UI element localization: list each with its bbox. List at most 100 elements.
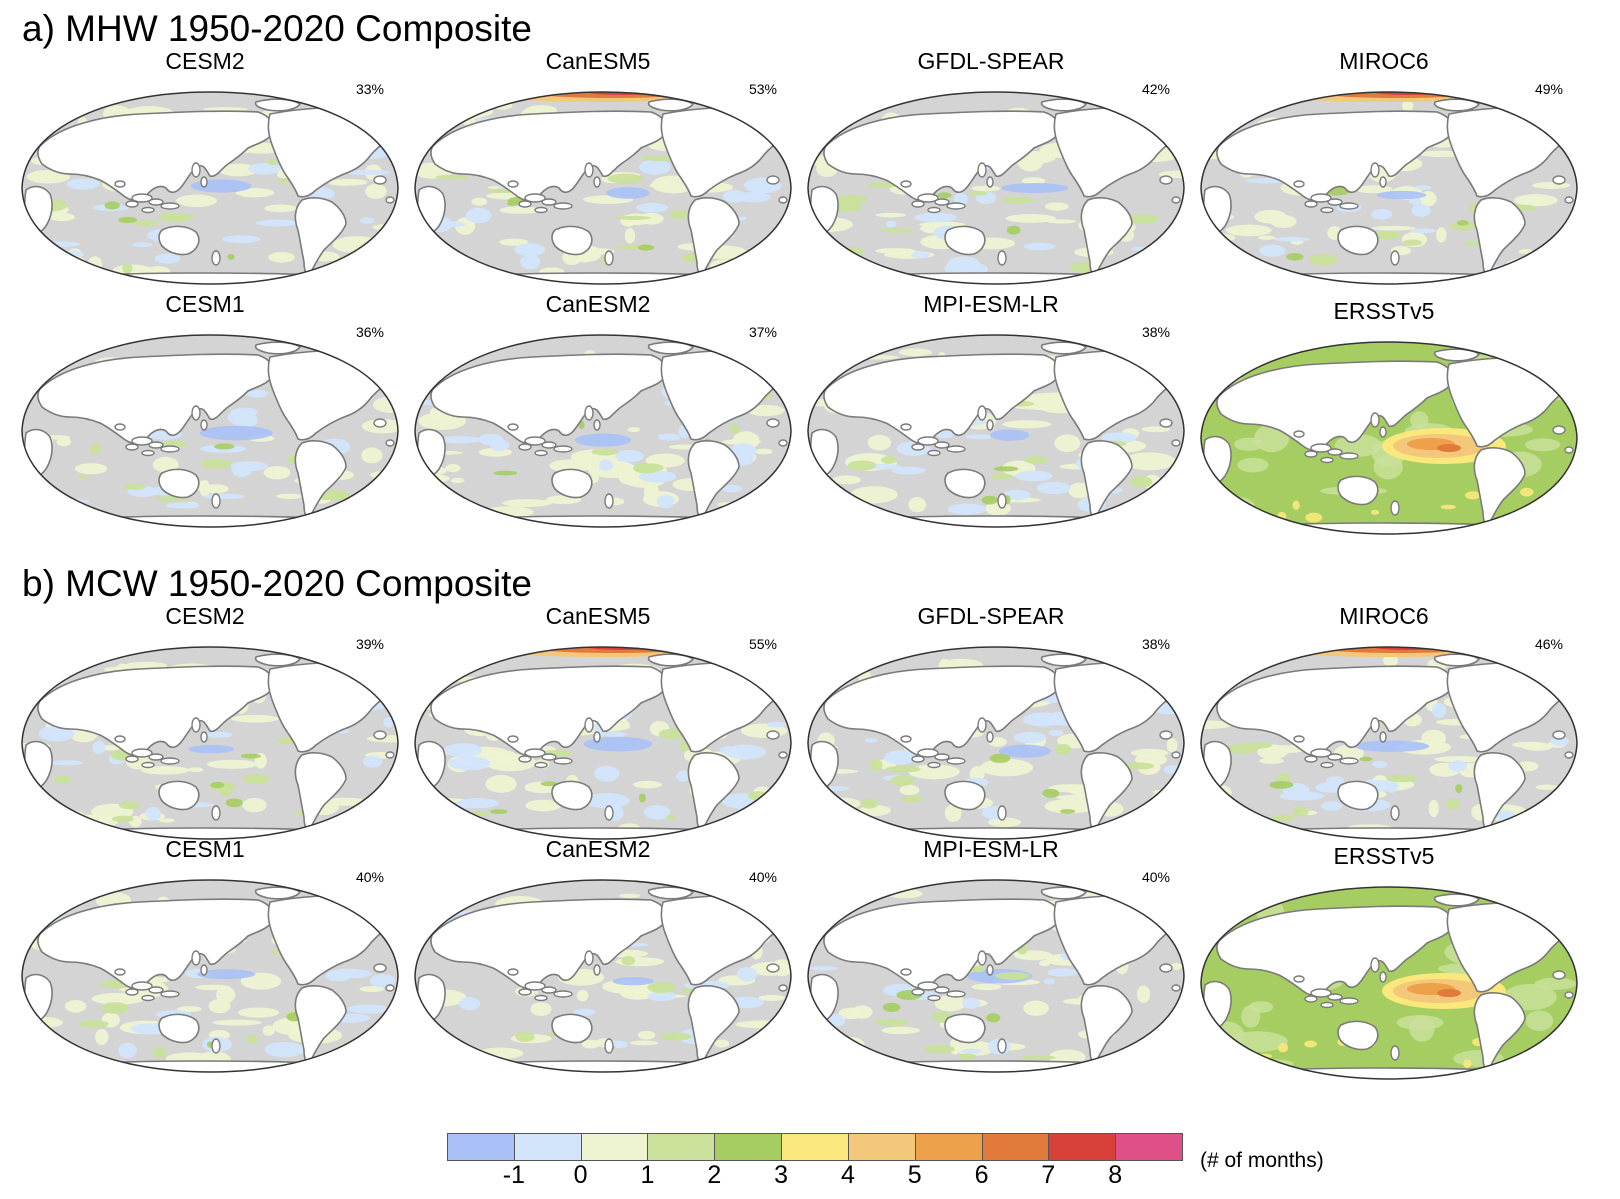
anomaly-patch <box>415 1045 431 1061</box>
colorbar-unit-label: (# of months) <box>1200 1149 1324 1172</box>
anomaly-patch <box>450 477 465 484</box>
anomaly-patch <box>643 483 660 501</box>
anomaly-patch <box>1292 500 1300 510</box>
panel-title: MIROC6 <box>1339 603 1429 629</box>
island <box>934 441 950 449</box>
map-field <box>1201 647 1577 839</box>
anomaly-patch <box>231 462 253 478</box>
map-field <box>22 92 398 284</box>
anomaly-patch <box>1421 729 1447 747</box>
anomaly-patch <box>515 1031 535 1043</box>
panel-percent: 40% <box>1141 869 1170 885</box>
island <box>1310 988 1332 998</box>
anomaly-patch <box>988 817 1021 827</box>
anomaly-patch <box>947 503 987 515</box>
island <box>934 198 950 206</box>
anomaly-patch <box>636 202 668 213</box>
anomaly-patch <box>1522 742 1553 751</box>
anomaly-patch <box>1013 731 1047 744</box>
anomaly-patch <box>1223 106 1257 120</box>
island <box>927 449 941 457</box>
island <box>1171 751 1181 759</box>
island <box>1379 731 1387 743</box>
map-outline <box>21 879 399 1073</box>
anomaly-patch <box>240 753 261 759</box>
anomaly-patch <box>647 981 676 993</box>
anomaly-patch <box>755 448 773 455</box>
anomaly-patch <box>1045 202 1069 211</box>
colorbar-tick-label: 2 <box>707 1161 722 1189</box>
anomaly-patch <box>765 815 791 827</box>
anomaly-patch <box>457 798 499 809</box>
map-outline <box>1200 646 1578 840</box>
anomaly-patch <box>464 818 475 836</box>
island <box>211 1038 221 1054</box>
anomaly-patch <box>1440 504 1456 510</box>
anomaly-patch <box>489 438 510 452</box>
anomaly-patch <box>1168 902 1184 917</box>
anomaly-patch <box>1044 798 1097 814</box>
land-mass <box>1433 348 1480 362</box>
anomaly-patch <box>134 220 159 227</box>
map-field <box>1201 92 1577 284</box>
island <box>1159 418 1173 428</box>
anomaly-patch <box>880 456 898 464</box>
anomaly-patch <box>1150 1029 1184 1037</box>
map-outline <box>1200 91 1578 285</box>
anomaly-patch <box>89 443 102 455</box>
anomaly-patch <box>901 795 922 803</box>
land-mass <box>551 468 593 499</box>
anomaly-patch <box>499 238 529 246</box>
anomaly-patch <box>873 1018 909 1027</box>
map-panel: GFDL-SPEAR 42% <box>796 50 1186 295</box>
anomaly-patch <box>118 216 138 224</box>
anomaly-patch <box>1535 784 1558 790</box>
island <box>211 250 221 266</box>
anomaly-patch <box>1408 198 1422 205</box>
anomaly-patch <box>643 805 671 820</box>
island <box>1390 500 1400 516</box>
anomaly-patch <box>1165 809 1181 815</box>
anomaly-patch <box>728 424 740 434</box>
land-mass <box>254 341 301 355</box>
land-mass <box>647 341 694 355</box>
anomaly-patch <box>1504 257 1551 276</box>
panel-title: CESM2 <box>165 48 245 74</box>
anomaly-patch <box>74 463 108 475</box>
anomaly-patch <box>573 1008 596 1016</box>
island <box>1171 984 1181 992</box>
island <box>1159 963 1173 973</box>
island <box>911 988 925 996</box>
island <box>946 990 966 998</box>
anomaly-patch <box>606 187 650 199</box>
colorbar-segment <box>914 1133 983 1161</box>
anomaly-patch <box>1101 432 1137 444</box>
anomaly-patch <box>989 473 1014 480</box>
land-mass <box>254 886 301 900</box>
anomaly-patch <box>255 219 300 227</box>
island <box>534 761 548 769</box>
anomaly-patch <box>468 106 494 117</box>
colorbar-segment <box>714 1133 783 1161</box>
anomaly-patch <box>118 801 140 810</box>
panel-title: CanESM2 <box>545 291 651 317</box>
anomaly-patch <box>867 434 892 451</box>
panel-percent: 33% <box>355 81 384 97</box>
anomaly-patch <box>612 977 654 986</box>
island <box>911 200 925 208</box>
anomaly-patch <box>132 242 153 248</box>
island <box>131 436 153 446</box>
island <box>507 180 519 188</box>
anomaly-patch <box>1166 1053 1184 1060</box>
anomaly-patch <box>1370 509 1380 515</box>
anomaly-patch <box>1020 1055 1056 1060</box>
panel-title: CESM1 <box>165 291 245 317</box>
anomaly-patch <box>591 448 619 456</box>
island <box>541 441 557 449</box>
anomaly-patch <box>1047 219 1077 224</box>
world-map <box>1200 91 1578 285</box>
map-panel: CanESM2 40% <box>403 838 793 1083</box>
anomaly-patch <box>1217 246 1238 252</box>
anomaly-patch <box>758 994 786 1002</box>
anomaly-patch <box>1292 806 1309 817</box>
